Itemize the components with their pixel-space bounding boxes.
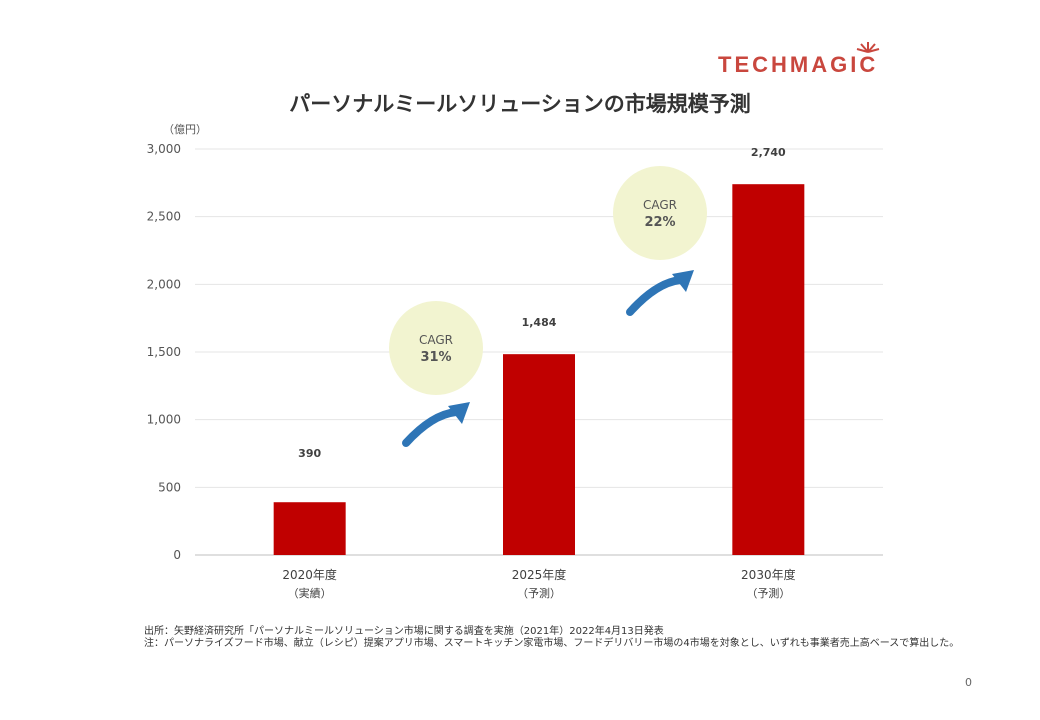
bar-3: [732, 184, 805, 556]
category-sublabel: （予測）: [517, 586, 561, 600]
growth-arrow-icon: [448, 402, 470, 424]
footnotes: 出所：矢野経済研究所「パーソナルミールソリューション市場に関する調査を実施（20…: [144, 626, 1024, 650]
y-tick-label: 2,000: [147, 277, 181, 291]
cagr-value: 31%: [420, 350, 451, 365]
cagr-circle: [613, 166, 707, 260]
y-tick-label: 3,000: [147, 142, 181, 156]
y-axis-label: （億円）: [163, 123, 207, 136]
data-label: 2,740: [751, 146, 786, 159]
growth-arrow-shaft: [626, 276, 684, 316]
category-sublabel: （実績）: [288, 586, 332, 600]
footnote-note: 注：パーソナライズフード市場、献立（レシピ）提案アプリ市場、スマートキッチン家電…: [144, 638, 960, 649]
category-label: 2030年度: [741, 567, 796, 582]
y-tick-label: 1,500: [147, 345, 181, 359]
page-number: 0: [965, 676, 972, 689]
growth-arrow-icon: [672, 270, 694, 292]
chart-title: パーソナルミールソリューションの市場規模予測: [289, 92, 751, 116]
footnote-source: 出所：矢野経済研究所「パーソナルミールソリューション市場に関する調査を実施（20…: [144, 626, 664, 637]
y-tick-label: 1,000: [147, 413, 181, 427]
category-label: 2025年度: [512, 567, 567, 582]
bar-1: [273, 502, 346, 555]
cagr-label: CAGR: [643, 198, 677, 212]
growth-arrow-shaft: [402, 408, 460, 447]
bar-2: [503, 354, 575, 555]
logo-rays-icon: [856, 42, 880, 53]
techmagic-logo: TECHMAGIC: [718, 52, 879, 77]
cagr-value: 22%: [644, 215, 675, 230]
cagr-circle: [389, 301, 483, 395]
y-tick-label: 500: [158, 480, 181, 494]
y-tick-label: 2,500: [147, 210, 181, 224]
y-tick-label: 0: [173, 548, 181, 562]
data-label: 390: [298, 447, 321, 460]
category-label: 2020年度: [282, 567, 337, 582]
category-sublabel: （予測）: [746, 586, 790, 600]
data-label: 1,484: [522, 316, 557, 329]
cagr-label: CAGR: [419, 333, 453, 347]
